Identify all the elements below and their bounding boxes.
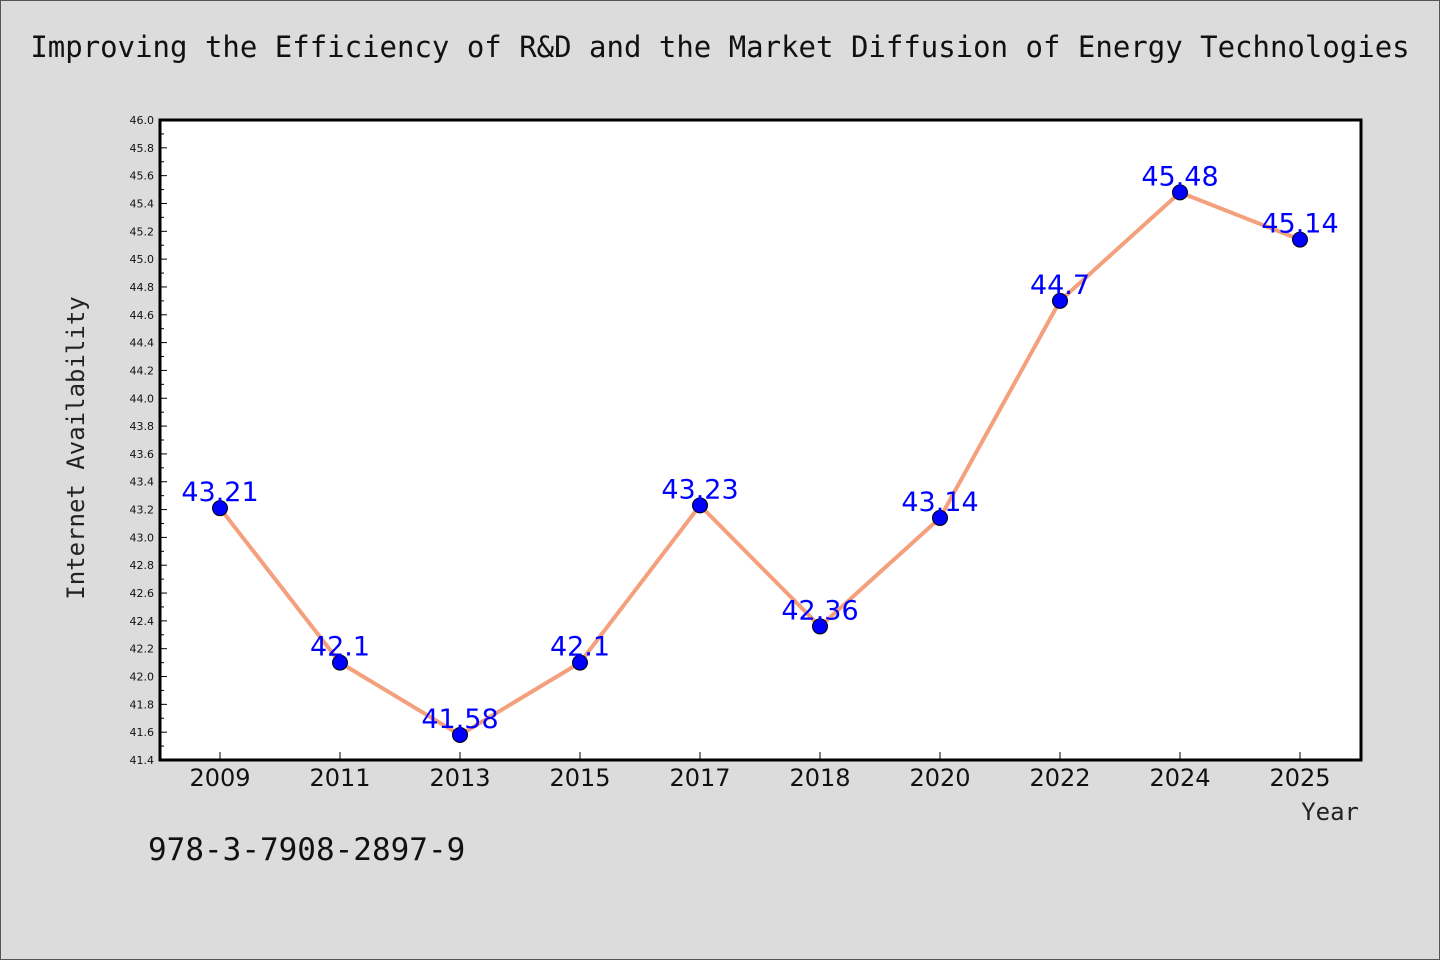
- data-label: 43.21: [181, 477, 258, 508]
- y-tick-label: 43.4: [130, 476, 155, 489]
- y-tick-label: 42.8: [130, 559, 155, 572]
- x-tick-label: 2017: [669, 764, 730, 792]
- y-tick-label: 44.0: [130, 392, 155, 405]
- data-point: [812, 618, 828, 635]
- x-tick-label: 2025: [1269, 764, 1330, 792]
- y-tick-label: 41.8: [130, 698, 155, 711]
- data-label: 43.14: [901, 487, 978, 518]
- y-tick-label: 45.0: [130, 253, 155, 266]
- data-point: [1292, 231, 1308, 248]
- data-point: [692, 497, 708, 514]
- y-tick-label: 42.4: [130, 615, 155, 628]
- y-axis: 41.4 41.6 41.8 42.0 42.2 42.4 42.6 42.8 43.0 43.2…: [130, 114, 167, 767]
- data-label: 45.48: [1141, 161, 1218, 192]
- y-tick-label: 45.2: [130, 225, 155, 238]
- data-point: [452, 726, 468, 743]
- data-point: [572, 654, 588, 671]
- data-label: 42.1: [550, 632, 610, 663]
- data-point: [932, 509, 948, 526]
- y-tick-label: 44.2: [130, 364, 155, 377]
- y-tick-label: 41.4: [130, 754, 155, 767]
- y-tick-label: 46.0: [130, 114, 155, 127]
- y-axis-label: Internet Availability: [62, 296, 90, 599]
- x-tick-label: 2015: [549, 764, 610, 792]
- data-labels: 43.21 42.1 41.58 42.1 43.23 42.36 43.14 44.7 45.…: [181, 161, 1338, 735]
- data-label: 42.36: [781, 595, 858, 626]
- y-tick-label: 45.4: [130, 197, 155, 210]
- x-tick-label: 2020: [909, 764, 970, 792]
- y-tick-label: 43.2: [130, 504, 155, 517]
- data-point: [1052, 292, 1068, 309]
- x-tick-label: 2011: [309, 764, 370, 792]
- data-label: 41.58: [421, 704, 498, 735]
- x-tick-label: 2013: [429, 764, 490, 792]
- series-line-path: [218, 190, 1301, 737]
- y-tick-label: 44.8: [130, 281, 155, 294]
- x-tick-label: 2022: [1029, 764, 1090, 792]
- y-tick-label: 43.6: [130, 448, 155, 461]
- y-tick-label: 43.0: [130, 531, 155, 544]
- data-label: 43.23: [661, 474, 738, 505]
- x-tick-label: 2009: [189, 764, 250, 792]
- y-tick-label: 41.6: [130, 726, 155, 739]
- plot-area: [158, 118, 1363, 762]
- y-tick-label: 45.8: [130, 142, 155, 155]
- y-tick-label: 45.6: [130, 170, 155, 183]
- x-axis: 2009 2011 2013 2015 2017 2018 2020 2022 2024 2025: [189, 752, 1331, 792]
- y-tick-label: 42.0: [130, 671, 155, 684]
- x-tick-label: 2018: [789, 764, 850, 792]
- data-label: 45.14: [1261, 209, 1338, 240]
- data-point: [212, 500, 228, 517]
- data-point: [1172, 184, 1188, 201]
- x-axis-label: Year: [1301, 798, 1359, 826]
- y-tick-label: 42.6: [130, 587, 155, 600]
- data-point: [332, 654, 348, 671]
- data-label: 42.1: [310, 632, 370, 663]
- series-line: [212, 184, 1308, 743]
- data-label: 44.7: [1030, 270, 1090, 301]
- y-tick-label: 44.6: [130, 309, 155, 322]
- isbn-text: 978-3-7908-2897-9: [148, 832, 466, 868]
- x-tick-label: 2024: [1149, 764, 1210, 792]
- y-tick-label: 43.8: [130, 420, 155, 433]
- chart-title: Improving the Efficiency of R&D and the …: [30, 30, 1410, 64]
- y-tick-label: 44.4: [130, 337, 155, 350]
- y-tick-label: 42.2: [130, 643, 155, 656]
